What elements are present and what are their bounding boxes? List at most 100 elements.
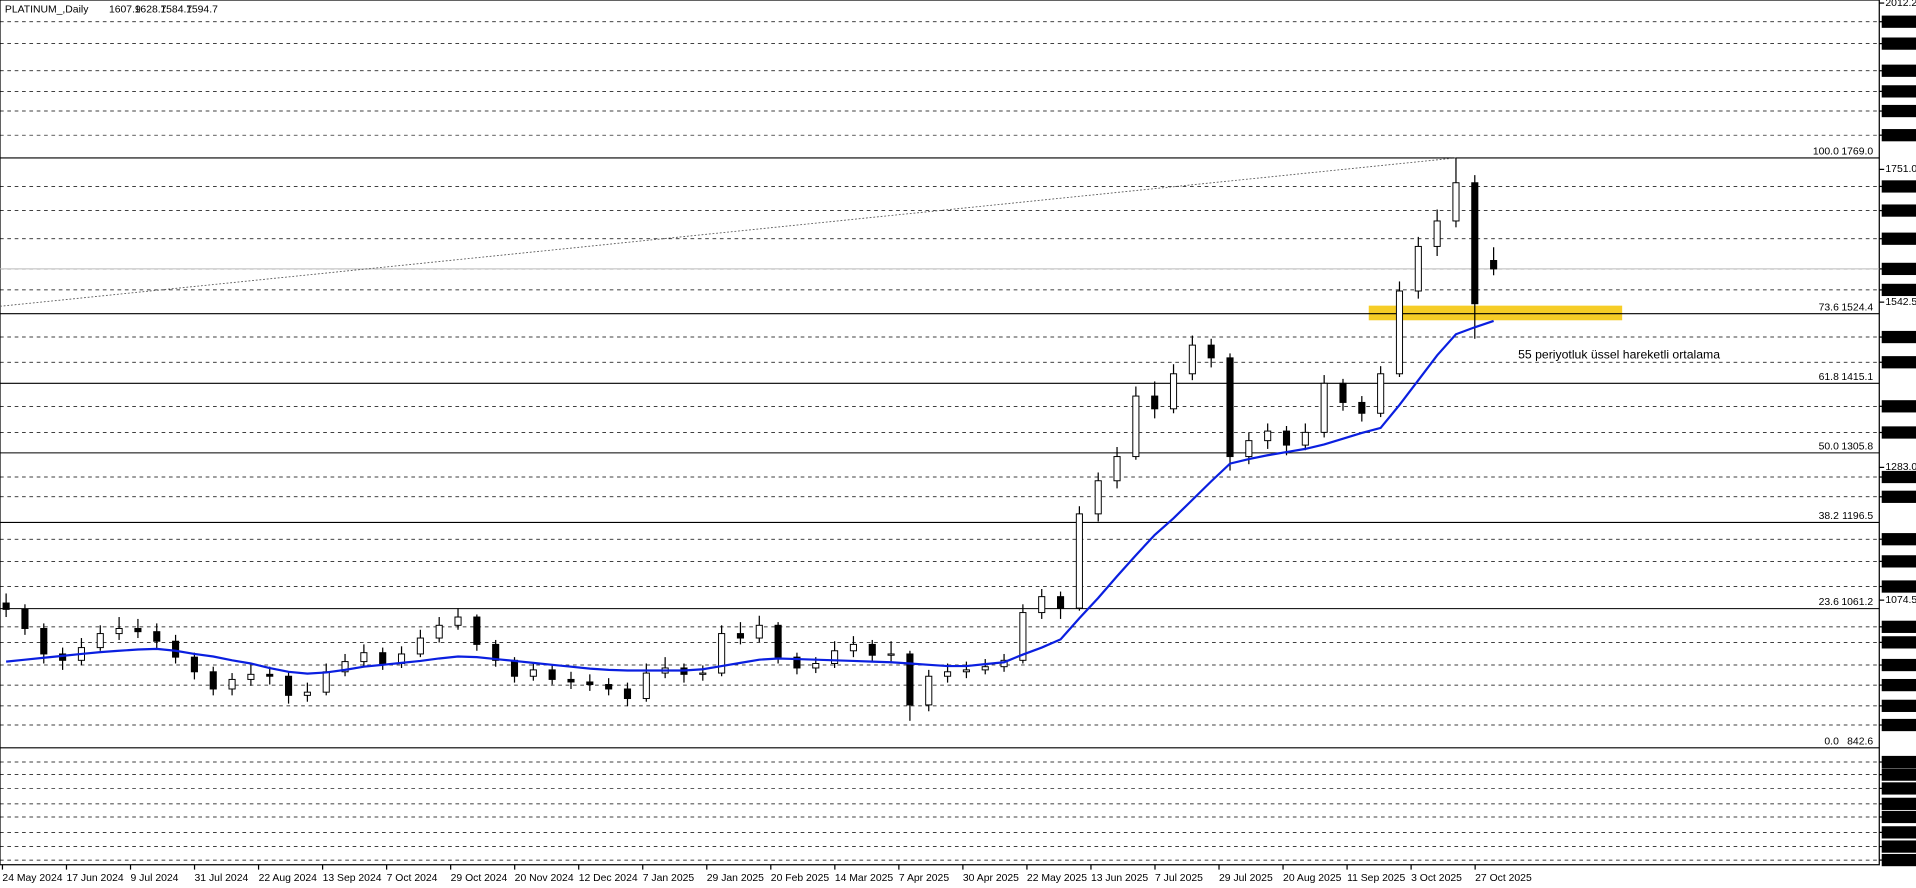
price-box bbox=[1881, 232, 1916, 245]
y-tick-label: 1542.5 bbox=[1885, 297, 1916, 308]
candle-body bbox=[586, 681, 594, 686]
price-box bbox=[1881, 620, 1916, 633]
candle-body bbox=[774, 624, 782, 658]
price-box bbox=[1881, 755, 1916, 769]
y-tick-label: 1074.5 bbox=[1885, 595, 1916, 606]
y-tick-label: 941.1 bbox=[1884, 680, 1910, 691]
ohlc-value: 1607.9 bbox=[109, 5, 141, 16]
candle-body bbox=[699, 672, 707, 675]
y-tick-label: 687.5 bbox=[1884, 842, 1910, 853]
y-tick-label: 1008.2 bbox=[1884, 638, 1916, 649]
price-box bbox=[1881, 104, 1916, 118]
price-box bbox=[1881, 636, 1916, 649]
candle-body bbox=[454, 616, 462, 626]
candle-body bbox=[1057, 596, 1065, 609]
candle-body bbox=[1019, 612, 1027, 661]
y-tick-label: 1594.7 bbox=[1884, 264, 1916, 275]
candle-body bbox=[247, 673, 255, 680]
y-tick-label: 820.3 bbox=[1884, 757, 1910, 768]
x-tick-label: 7 Jan 2025 bbox=[643, 873, 695, 884]
candle-body bbox=[1075, 513, 1083, 609]
price-box bbox=[1881, 490, 1916, 503]
candle-body bbox=[1226, 357, 1234, 458]
candle-body bbox=[718, 633, 726, 674]
candle-body bbox=[962, 669, 970, 673]
candle-body bbox=[849, 643, 857, 652]
y-tick-label: 972.6 bbox=[1884, 660, 1910, 671]
y-tick-label: 1283.0 bbox=[1885, 462, 1916, 473]
y-tick-label: 1170.2 bbox=[1884, 535, 1915, 546]
candle-body bbox=[755, 624, 763, 639]
price-box bbox=[1881, 470, 1916, 484]
candle-body bbox=[360, 652, 368, 663]
candle-body bbox=[40, 627, 48, 655]
y-tick-label: 878.4 bbox=[1884, 720, 1910, 731]
candle-body bbox=[153, 631, 161, 642]
chart-title: PLATINUM_,Daily bbox=[5, 5, 89, 16]
candle-body bbox=[944, 671, 952, 677]
x-tick-label: 20 Feb 2025 bbox=[771, 873, 830, 884]
price-box bbox=[1881, 356, 1916, 369]
price-box bbox=[1881, 678, 1916, 692]
y-tick-label: 1751.0 bbox=[1885, 164, 1916, 175]
x-tick-label: 3 Oct 2025 bbox=[1411, 873, 1462, 884]
price-box bbox=[1881, 180, 1916, 193]
y-tick-label: 1842.6 bbox=[1884, 106, 1916, 117]
ohlc-value: 1628.7 bbox=[135, 5, 167, 16]
candle-body bbox=[642, 672, 650, 700]
candle-body bbox=[492, 643, 500, 661]
fib-ratio: 0.0 bbox=[1824, 736, 1839, 747]
candle-body bbox=[1151, 395, 1159, 410]
y-tick-label: 778.8 bbox=[1884, 784, 1910, 795]
y-tick-label: 666.3 bbox=[1884, 855, 1910, 866]
candle-body bbox=[1339, 382, 1347, 403]
candle-body bbox=[981, 666, 989, 671]
candle-body bbox=[379, 652, 387, 665]
ohlc-value: 1594.7 bbox=[186, 5, 218, 16]
y-tick-label: 1642.1 bbox=[1884, 234, 1916, 245]
candle-body bbox=[1245, 440, 1253, 458]
candle-body bbox=[1094, 480, 1102, 515]
price-box bbox=[1881, 15, 1916, 28]
price-box bbox=[1881, 426, 1916, 439]
price-box bbox=[1881, 330, 1916, 344]
fib-price: 1305.8 bbox=[1841, 441, 1873, 452]
price-box bbox=[1881, 768, 1916, 781]
candle-body bbox=[1395, 290, 1404, 375]
fib-ratio: 50.0 bbox=[1819, 441, 1839, 452]
fib-ratio: 100.0 bbox=[1813, 147, 1839, 158]
x-tick-label: 13 Jun 2025 bbox=[1091, 873, 1148, 884]
y-tick-label: 754.6 bbox=[1884, 799, 1910, 810]
candle-body bbox=[1264, 430, 1272, 442]
candle-body bbox=[925, 675, 933, 706]
candle-body bbox=[1358, 401, 1366, 414]
candle-body bbox=[285, 675, 293, 696]
x-tick-label: 29 Jan 2025 bbox=[707, 873, 764, 884]
y-tick-label: 709.8 bbox=[1884, 828, 1910, 839]
candle-body bbox=[906, 653, 914, 706]
y-tick-label: 1686.3 bbox=[1884, 206, 1916, 217]
y-tick-label: 1561.7 bbox=[1884, 285, 1916, 296]
fib-ratio: 38.2 bbox=[1819, 511, 1839, 522]
support-zone bbox=[1368, 305, 1623, 321]
x-tick-label: 27 Oct 2025 bbox=[1475, 873, 1532, 884]
candle-body bbox=[1433, 220, 1441, 247]
x-tick-label: 29 Oct 2024 bbox=[451, 873, 508, 884]
candle-body bbox=[1414, 245, 1422, 292]
ohlc-value: 1584.7 bbox=[160, 5, 192, 16]
fib-price: 1415.1 bbox=[1841, 372, 1873, 383]
y-tick-label: 2012.2 bbox=[1885, 0, 1916, 9]
candle-body bbox=[1113, 456, 1121, 482]
candle-body bbox=[1320, 382, 1328, 433]
candle-body bbox=[435, 624, 443, 639]
fib-price: 1524.4 bbox=[1841, 302, 1873, 313]
candle-body bbox=[2, 602, 10, 610]
candle-body bbox=[1452, 182, 1460, 222]
price-box bbox=[1881, 797, 1916, 810]
price-box bbox=[1881, 699, 1916, 712]
x-tick-label: 29 Jul 2025 bbox=[1219, 873, 1273, 884]
candle-body bbox=[510, 659, 519, 677]
candle-body bbox=[96, 633, 104, 649]
candle-body bbox=[209, 671, 217, 690]
